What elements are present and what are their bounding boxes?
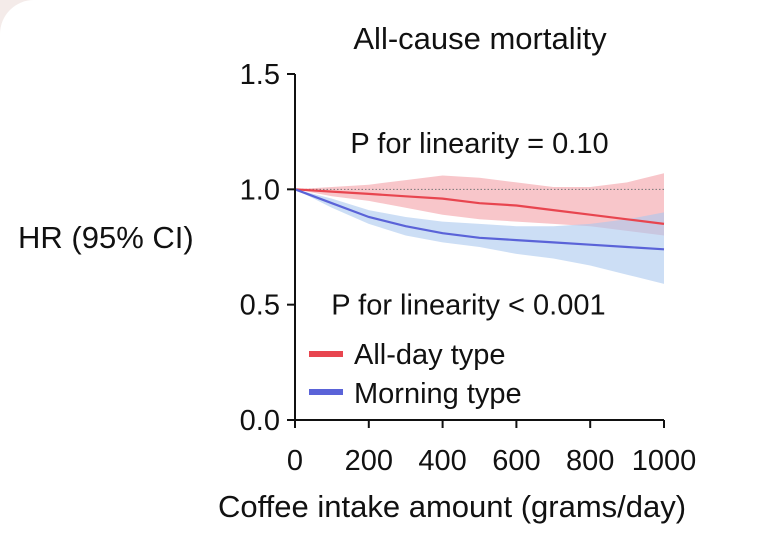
y-tick-label: 0.0 xyxy=(240,405,280,437)
x-tick-label: 600 xyxy=(492,445,540,477)
x-tick-label: 200 xyxy=(345,445,393,477)
legend-label-all-day: All-day type xyxy=(354,339,506,371)
x-tick-label: 0 xyxy=(287,445,303,477)
series-line-morning xyxy=(294,188,665,251)
chart-title: All-cause mortality xyxy=(353,21,607,56)
x-axis-title: Coffee intake amount (grams/day) xyxy=(218,489,686,524)
ci-band-all-day xyxy=(295,173,664,236)
axes: 0 200 400 600 800 1000 0.0 0.5 1.0 1.5 xyxy=(240,59,697,477)
series-lines xyxy=(294,188,665,251)
legend: All-day type Morning type xyxy=(309,339,522,410)
y-axis-title: HR (95% CI) xyxy=(18,220,194,255)
ci-band-morning xyxy=(295,189,664,284)
legend-label-morning: Morning type xyxy=(354,378,522,410)
ci-bands xyxy=(295,173,664,284)
y-tick-label: 0.5 xyxy=(240,290,280,322)
y-tick-label: 1.5 xyxy=(240,59,280,91)
y-ticks: 0.0 0.5 1.0 1.5 xyxy=(240,59,295,437)
y-tick-label: 1.0 xyxy=(240,174,280,206)
series-line-all-day xyxy=(294,188,665,225)
annotation-p-linearity-all-day: P for linearity = 0.10 xyxy=(350,128,608,160)
x-tick-label: 800 xyxy=(566,445,614,477)
x-tick-label: 400 xyxy=(418,445,466,477)
x-tick-label: 1000 xyxy=(632,445,697,477)
x-ticks: 0 200 400 600 800 1000 xyxy=(287,420,696,477)
annotation-p-linearity-morning: P for linearity < 0.001 xyxy=(331,290,605,322)
